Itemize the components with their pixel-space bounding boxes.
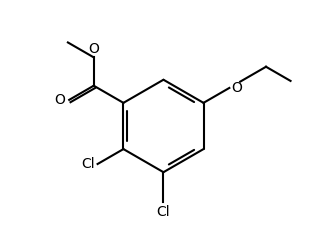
Text: O: O — [88, 42, 99, 56]
Text: O: O — [55, 93, 66, 107]
Text: O: O — [232, 81, 243, 95]
Text: Cl: Cl — [81, 157, 94, 171]
Text: Cl: Cl — [157, 205, 170, 219]
